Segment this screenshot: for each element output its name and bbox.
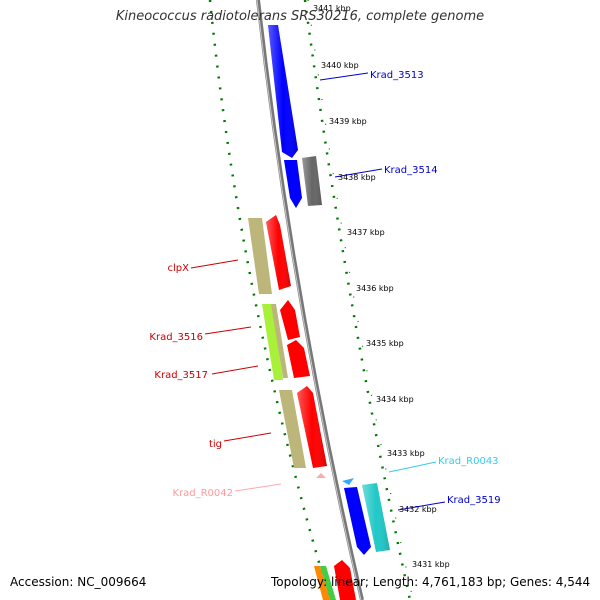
gene-krad-3519[interactable]	[344, 483, 390, 555]
svg-text:Krad_3517: Krad_3517	[154, 370, 208, 381]
label-krad-r0043[interactable]: Krad_R0043	[388, 456, 499, 473]
gene-krad-3517[interactable]	[287, 340, 310, 378]
svg-text:tig: tig	[209, 439, 222, 450]
tick-labels: 3441 kbp 3440 kbp 3439 kbp 3438 kbp 3437…	[313, 4, 450, 569]
genome-backbone-highlight	[256, 0, 362, 600]
label-krad-r0042[interactable]: Krad_R0042	[172, 483, 282, 499]
tick-label-3435: 3435 kbp	[366, 339, 404, 348]
label-krad-3519[interactable]: Krad_3519	[397, 495, 501, 511]
svg-text:Krad_R0043: Krad_R0043	[438, 456, 499, 467]
label-krad-3517[interactable]: Krad_3517	[154, 365, 259, 381]
gene-krad-3514[interactable]	[284, 156, 322, 208]
tick-label-3438: 3438 kbp	[338, 173, 376, 182]
tick-label-3436: 3436 kbp	[356, 284, 394, 293]
label-clpx[interactable]: clpX	[168, 259, 239, 274]
tick-label-3437: 3437 kbp	[347, 228, 385, 237]
tick-label-3432: 3432 kbp	[399, 505, 437, 514]
label-krad-3514[interactable]: Krad_3514	[334, 165, 438, 178]
tick-label-3440: 3440 kbp	[321, 61, 359, 70]
tick-label-3441: 3441 kbp	[313, 4, 351, 13]
gene-tig[interactable]	[279, 386, 327, 468]
tick-label-3433: 3433 kbp	[387, 449, 425, 458]
gene-krad-3513[interactable]	[268, 25, 298, 158]
svg-text:Krad_R0042: Krad_R0042	[172, 488, 233, 499]
rrna-krad-r0043[interactable]	[342, 478, 354, 485]
tick-label-3434: 3434 kbp	[376, 395, 414, 404]
tick-label-3431: 3431 kbp	[412, 560, 450, 569]
label-krad-3516[interactable]: Krad_3516	[149, 326, 252, 343]
tick-label-3439: 3439 kbp	[329, 117, 367, 126]
svg-text:Krad_3514: Krad_3514	[384, 165, 438, 176]
genome-backbone	[256, 0, 364, 600]
gene-clpx[interactable]	[248, 215, 291, 294]
genome-summary-text: Topology: linear; Length: 4,761,183 bp; …	[271, 575, 591, 589]
label-krad-3513[interactable]: Krad_3513	[319, 70, 424, 81]
gene-krad-3516[interactable]	[262, 300, 300, 380]
svg-text:clpX: clpX	[168, 263, 190, 274]
trna-krad-r0042[interactable]	[316, 473, 326, 478]
svg-text:Krad_3516: Krad_3516	[149, 332, 203, 343]
svg-text:Krad_3513: Krad_3513	[370, 70, 424, 81]
map-title: Kineococcus radiotolerans SRS30216, comp…	[115, 9, 485, 24]
label-tig[interactable]: tig	[209, 432, 272, 450]
svg-text:Krad_3519: Krad_3519	[447, 495, 501, 506]
gene-bottom-partial	[314, 560, 356, 600]
accession-text: Accession: NC_009664	[10, 575, 147, 589]
